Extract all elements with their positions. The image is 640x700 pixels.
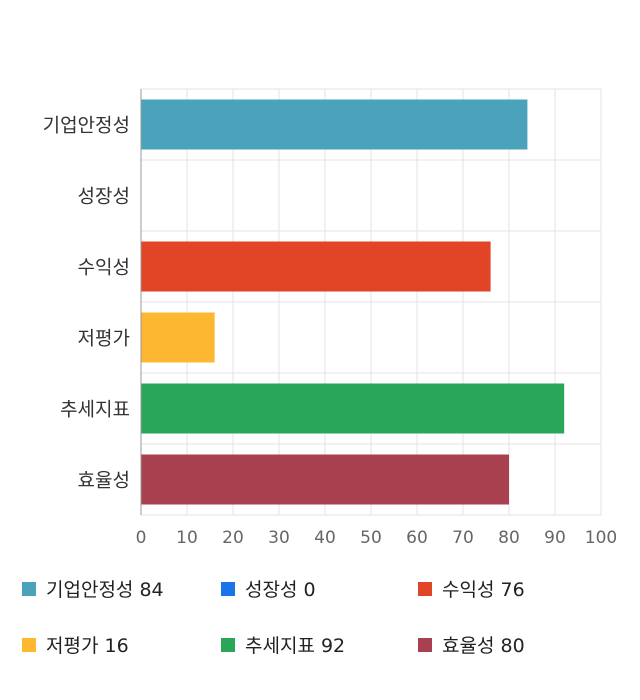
legend-item: 성장성 0 [221, 575, 316, 602]
x-tick-label: 80 [498, 528, 520, 548]
x-tick-labels: 0 10 20 30 40 50 60 70 80 90 100 [136, 528, 618, 548]
category-label: 수익성 [78, 257, 130, 279]
bar-1 [141, 99, 528, 150]
legend-label: 저평가 16 [46, 635, 129, 657]
legend-swatch [22, 581, 36, 596]
legend-swatch [418, 637, 432, 652]
legend-swatch [22, 637, 36, 652]
legend-label: 기업안정성 84 [46, 579, 164, 601]
category-label: 추세지표 [60, 399, 130, 421]
category-label: 효율성 [78, 470, 130, 492]
x-tick-label: 50 [360, 528, 382, 548]
x-tick-label: 100 [585, 528, 617, 548]
bar-5 [141, 383, 565, 434]
legend-item: 효율성 80 [418, 631, 525, 658]
x-tick-label: 60 [406, 528, 428, 548]
x-tick-label: 10 [176, 528, 198, 548]
legend-item: 저평가 16 [22, 631, 129, 658]
x-tick-label: 20 [222, 528, 244, 548]
category-label: 기업안정성 [43, 115, 130, 137]
x-tick-label: 0 [136, 528, 147, 548]
legend-label: 수익성 76 [442, 579, 525, 601]
legend-swatch [221, 581, 235, 596]
category-label: 성장성 [78, 186, 130, 208]
category-label: 저평가 [78, 328, 130, 350]
bar-6 [141, 454, 509, 505]
chart-grid [140, 88, 602, 516]
legend-swatch [221, 637, 235, 652]
legend-swatch [418, 581, 432, 596]
legend-label: 효율성 80 [442, 635, 525, 657]
x-tick-label: 40 [314, 528, 336, 548]
legend-label: 추세지표 92 [245, 635, 346, 657]
legend: 기업안정성 84 성장성 0 수익성 76 저평가 16 추세지표 92 효율성 80 [0, 575, 640, 685]
legend-item: 수익성 76 [418, 575, 525, 602]
legend-label: 성장성 0 [245, 579, 316, 601]
x-tick-label: 90 [544, 528, 566, 548]
chart-bars [141, 99, 565, 505]
x-tick-label: 30 [268, 528, 290, 548]
legend-item: 추세지표 92 [221, 631, 345, 658]
bar-4 [141, 312, 215, 363]
legend-item: 기업안정성 84 [22, 575, 164, 602]
x-tick-label: 70 [452, 528, 474, 548]
bar-3 [141, 241, 491, 292]
